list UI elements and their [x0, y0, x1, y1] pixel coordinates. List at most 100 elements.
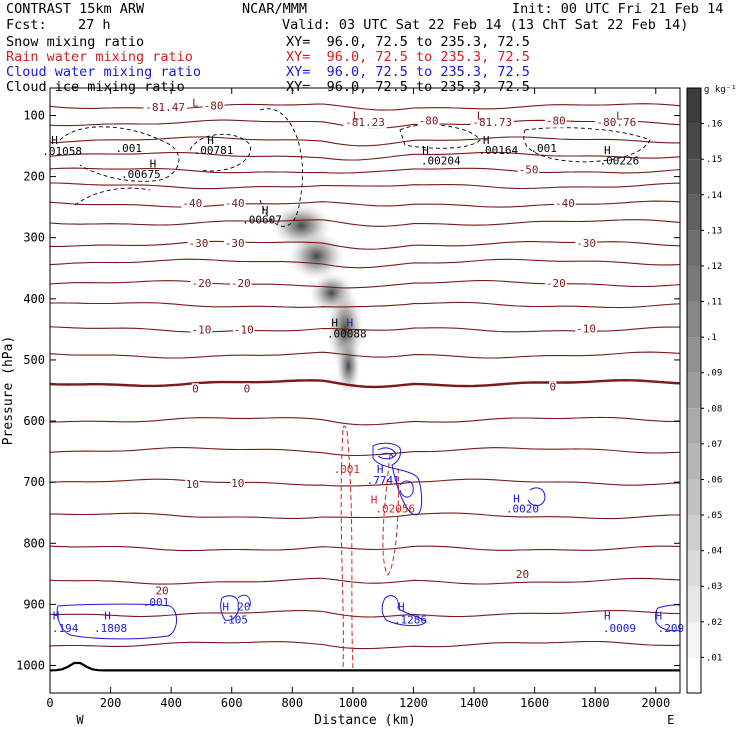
- value-label-6: .00226: [600, 154, 640, 167]
- y-tick-label-9: 1000: [16, 659, 45, 673]
- value-label-17: .105: [222, 613, 249, 626]
- high-low-marker-4: H: [51, 134, 58, 147]
- x-tick-label-2: 400: [160, 696, 182, 710]
- colorbar-tick-label-14: .15: [706, 155, 722, 165]
- temp-label-bg-15: [230, 278, 252, 291]
- temp-label-bg-18: [233, 324, 255, 337]
- isotherm-9: [49, 258, 681, 269]
- colorbar-tick-label-6: .07: [706, 440, 722, 450]
- temp-label-bg-24: [230, 478, 245, 490]
- colorbar-cell-0: [687, 657, 701, 693]
- temp-label-bg-21: [243, 383, 251, 396]
- isotherm-7: [49, 219, 681, 227]
- high-low-marker-0: L: [192, 96, 199, 109]
- colorbar-cell-10: [687, 301, 701, 338]
- value-label-11: .02056: [375, 503, 415, 516]
- y-axis-label: Pressure (hPa): [1, 336, 16, 446]
- field-xy-rain: XY= 96.0, 72.5 to 235.3, 72.5: [286, 49, 530, 65]
- colorbar-cell-7: [687, 408, 701, 444]
- colorbar-cell-14: [687, 159, 701, 195]
- value-label-1: .00781: [194, 144, 234, 157]
- isotherm-15: [49, 416, 680, 426]
- y-tick-label-7: 800: [23, 536, 45, 550]
- temp-label-7: -50: [519, 164, 539, 177]
- terrain-line: [49, 661, 680, 672]
- value-label-9: .00088: [327, 327, 367, 340]
- field-name-cloud-water: Cloud water mixing ratio: [6, 64, 202, 80]
- temp-label-22: 0: [549, 380, 556, 393]
- isotherm-8: [50, 240, 681, 250]
- field-xy-cloud-ice: XY= 96.0, 72.5 to 235.3, 72.5: [286, 79, 530, 95]
- x-tick-label-0: 0: [46, 696, 53, 710]
- high-low-marker-16: H: [53, 610, 60, 623]
- x-tick-label-5: 1000: [338, 696, 367, 710]
- plot-area: -81.47 -80 -81.23 -80 -81.73 -80 -80.76 -50 -40 -…: [42, 96, 685, 672]
- colorbar-cell-1: [687, 621, 701, 658]
- colorbar-cell-16: [687, 88, 701, 124]
- cloud-water-contour-8: [381, 595, 427, 627]
- isotherm-19: [49, 545, 681, 552]
- cloud-water-contour-2: [379, 452, 394, 458]
- colorbar-frame: [686, 87, 702, 694]
- isotherm-4: [49, 167, 681, 174]
- value-label-2: .001: [116, 142, 143, 155]
- center-label: NCAR/MMM: [242, 1, 308, 17]
- cloud-ice-contour-5: [74, 187, 151, 206]
- isotherm-12: [49, 326, 681, 333]
- isotherm-3: [49, 151, 681, 161]
- colorbar-tick-label-3: .04: [706, 547, 722, 557]
- colorbar-cell-11: [687, 265, 701, 302]
- colorbar: .01 .02 .03 .04 .05 .06 .07 .08 .09 .1 .11 .12 .13 .1…: [686, 85, 737, 694]
- forecast-hour: 27 h: [78, 17, 111, 33]
- cloud-water-contour-1: [377, 447, 397, 460]
- isotherm-22: [49, 640, 681, 650]
- isotherm-2: [49, 136, 681, 147]
- temp-label-17: -10: [192, 324, 212, 337]
- temp-label-20: 0: [192, 382, 199, 395]
- isotherm-18: [50, 512, 681, 520]
- y-tick-label-3: 400: [23, 292, 45, 306]
- colorbar-tick-label-12: .13: [706, 226, 722, 236]
- x-tick-label-4: 800: [281, 696, 303, 710]
- temp-label-bg-5: [545, 115, 567, 128]
- high-low-marker-20: H: [604, 610, 611, 623]
- temp-label-4: -81.73: [472, 116, 512, 129]
- temp-label-23: 10: [186, 478, 199, 491]
- colorbar-cell-6: [687, 443, 701, 480]
- colorbar-tick-label-4: .05: [706, 511, 722, 521]
- value-label-8: .00607: [242, 214, 282, 227]
- isotherm-13: [49, 351, 681, 359]
- forecast-label: Fcst:: [6, 17, 47, 33]
- temp-label-bg-0: [143, 102, 187, 115]
- colorbar-cell-4: [687, 515, 701, 551]
- high-low-marker-12: H: [347, 316, 354, 329]
- x-tick-label-3: 600: [221, 696, 243, 710]
- high-low-marker-21: H: [655, 610, 662, 623]
- temp-label-6: -80.76: [597, 116, 637, 129]
- cloud-water-contour-7: [237, 594, 251, 607]
- temp-label-bg-11: [187, 237, 210, 250]
- isotherm-6: [49, 200, 681, 208]
- temp-label-3: -80: [419, 115, 439, 128]
- value-label-0: .01058: [42, 145, 82, 158]
- temp-label-bg-8: [181, 198, 204, 211]
- cloud-ice-contour-1: [189, 133, 252, 172]
- colorbar-cell-2: [687, 586, 701, 622]
- temp-label-bg-4: [470, 116, 514, 129]
- high-low-marker-7: H: [483, 134, 490, 147]
- cloud-ice-contour-0: [59, 126, 180, 182]
- temp-label-15: -20: [231, 277, 251, 290]
- value-label-14: .001: [143, 596, 170, 609]
- temp-label-8: -40: [182, 197, 202, 210]
- isotherm-11: [49, 301, 681, 309]
- temp-label-24: 10: [231, 477, 244, 490]
- high-low-marker-14: H: [371, 494, 378, 507]
- value-label-21: .209: [658, 622, 685, 635]
- temp-label-0: -81.47: [145, 101, 185, 114]
- x-tick-label-6: 1200: [399, 696, 428, 710]
- temp-label-bg-3: [417, 115, 440, 128]
- isotherm-5: [49, 182, 680, 190]
- field-name-cloud-ice: Cloud ice mixing ratio: [6, 79, 185, 95]
- cloud-ice-contour-2: [259, 108, 304, 227]
